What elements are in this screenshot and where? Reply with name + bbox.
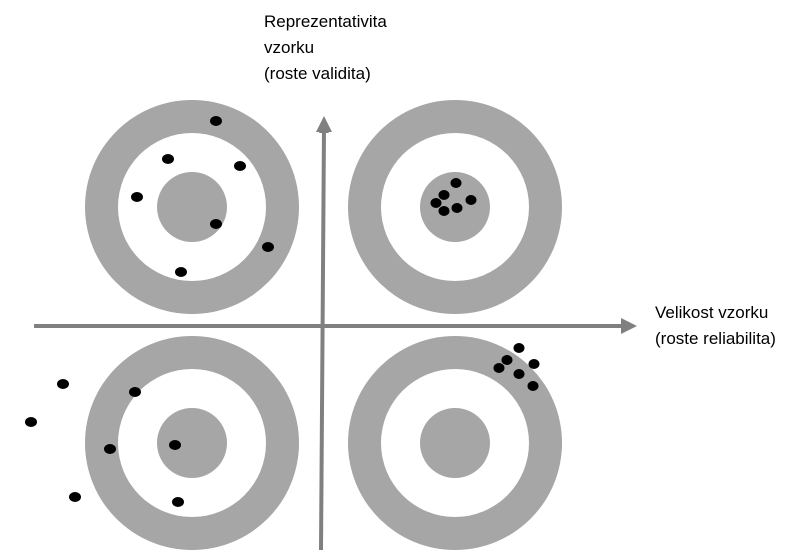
x-axis-label: Velikost vzorku (roste reliabilita) (655, 303, 776, 348)
dot (210, 116, 222, 126)
x-axis-label-line: Velikost vzorku (655, 303, 768, 322)
dot (69, 492, 81, 502)
dot (527, 381, 539, 391)
y-axis-arrowhead (316, 116, 332, 132)
bullseye (157, 408, 227, 478)
dot (438, 190, 450, 200)
target-top-right (348, 100, 562, 314)
dot (104, 444, 116, 454)
target-top-left (85, 100, 299, 314)
x-axis-label-line: (roste reliabilita) (655, 329, 776, 348)
dot (210, 219, 222, 229)
dot (129, 387, 141, 397)
dot (450, 178, 462, 188)
bullseye (420, 408, 490, 478)
dot (25, 417, 37, 427)
dot (430, 198, 442, 208)
dot (162, 154, 174, 164)
target-bottom-right (348, 336, 562, 550)
dot (172, 497, 184, 507)
dot (131, 192, 143, 202)
dot (175, 267, 187, 277)
dot (528, 359, 540, 369)
x-axis-arrowhead (621, 318, 637, 334)
bullseye (157, 172, 227, 242)
dot (451, 203, 463, 213)
dot (57, 379, 69, 389)
dot (513, 343, 525, 353)
y-axis-arrow (318, 123, 329, 551)
dot (169, 440, 181, 450)
y-axis-label-line: Reprezentativita (264, 12, 387, 31)
target-bottom-left (25, 336, 299, 550)
y-axis-label: Reprezentativita vzorku (roste validita) (264, 12, 387, 83)
dot (438, 206, 450, 216)
dot (465, 195, 477, 205)
y-axis-label-line: (roste validita) (264, 64, 371, 83)
dot (501, 355, 513, 365)
dot (234, 161, 246, 171)
dot (513, 369, 525, 379)
dot (262, 242, 274, 252)
y-axis-label-line: vzorku (264, 38, 314, 57)
dot (493, 363, 505, 373)
